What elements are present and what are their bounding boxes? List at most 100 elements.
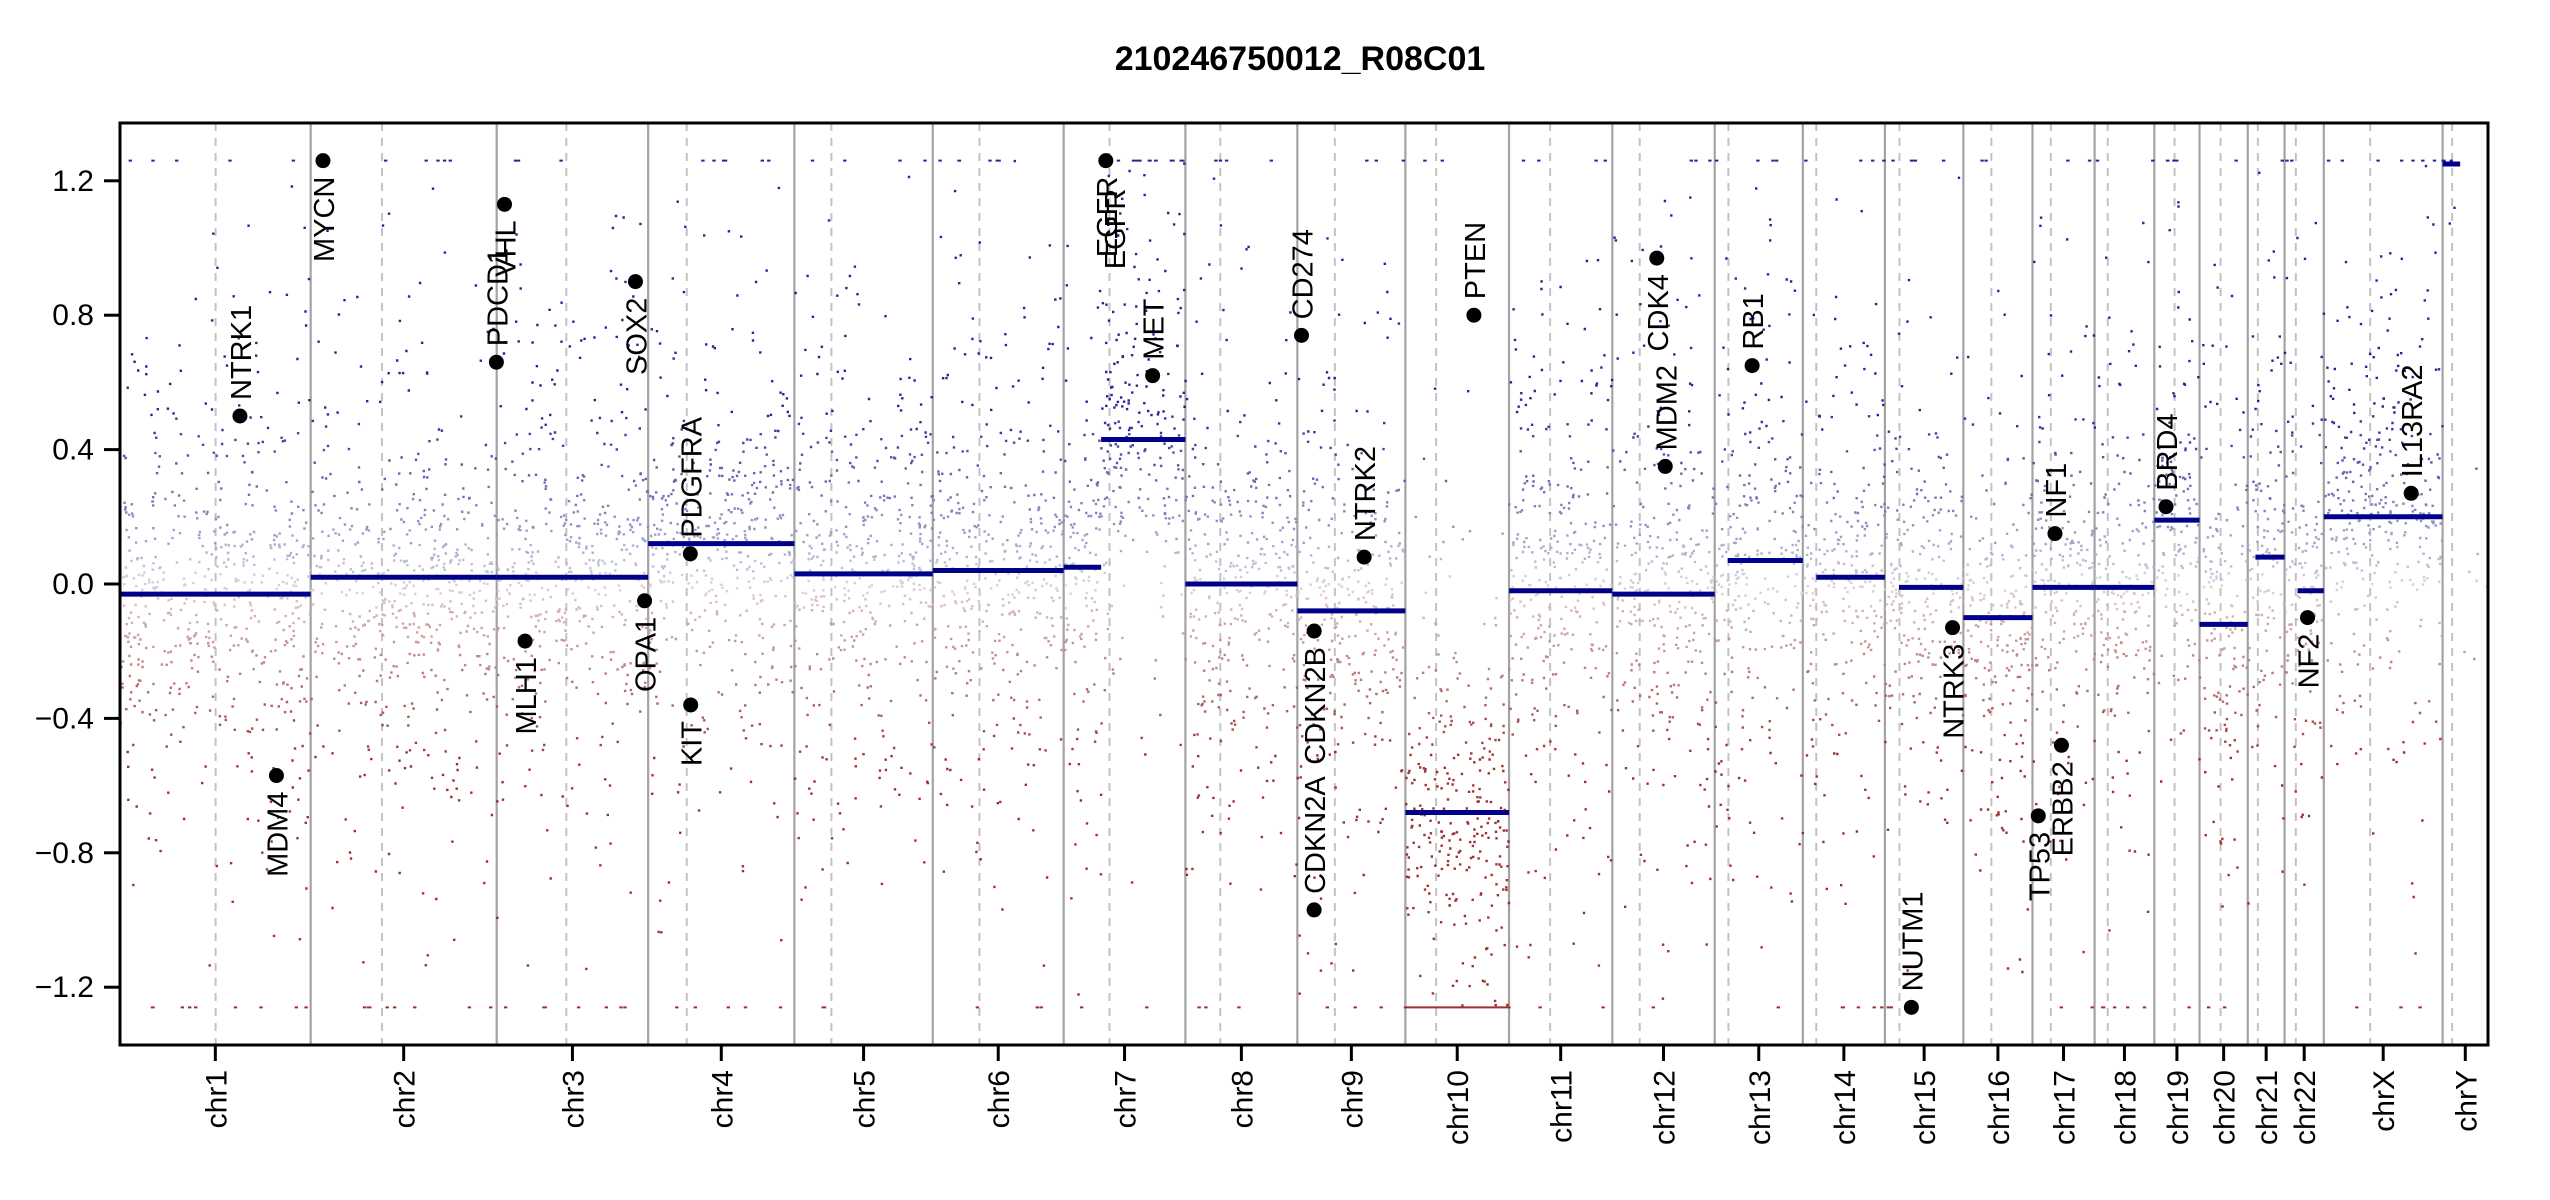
gene-label-EGFR: EGFR <box>1092 177 1124 258</box>
gene-dot-PTEN <box>1466 307 1482 323</box>
gene-label-MDM2: MDM2 <box>1651 365 1683 450</box>
gene-label-MDM4: MDM4 <box>262 792 294 877</box>
gene-dot-NTRK1 <box>232 408 248 424</box>
gene-label-NTRK2: NTRK2 <box>1350 446 1382 541</box>
gene-label-KIT: KIT <box>677 721 709 766</box>
gene-dot-IL13RA2 <box>2403 485 2419 501</box>
gene-label-NF2: NF2 <box>2294 634 2326 689</box>
gene-label-IL13RA2: IL13RA2 <box>2397 364 2429 477</box>
gene-dot-NUTM1 <box>1903 999 1919 1015</box>
gene-label-CDK4: CDK4 <box>1643 274 1675 351</box>
x-tick-label-chr6: chr6 <box>983 1070 1016 1128</box>
y-tick-label: 0.0 <box>52 568 94 601</box>
gene-label-CD274: CD274 <box>1287 229 1319 319</box>
x-tick-label-chr11: chr11 <box>1546 1070 1579 1143</box>
x-tick-label-chr18: chr18 <box>2109 1070 2142 1145</box>
gene-dot-SOX2 <box>627 274 643 290</box>
plot-title: 210246750012_R08C01 <box>1115 40 1486 78</box>
x-tick-label-chr1: chr1 <box>200 1070 233 1128</box>
axes: 1.2 0.8 0.4 0.0 −0.4 −0.8 −1.2 chr1 chr2 chr3 chr4… <box>35 121 2490 1145</box>
x-tick-label-chr3: chr3 <box>557 1070 590 1128</box>
scatter-point-cluster <box>123 582 2489 597</box>
scatter-point-cluster <box>155 465 2478 484</box>
x-tick-label-chr13: chr13 <box>1744 1070 1777 1145</box>
x-tick-label-chr12: chr12 <box>1649 1070 1682 1145</box>
gene-dot-MLH1 <box>517 633 533 649</box>
gene-dot-CDKN2B <box>1306 623 1322 639</box>
scatter-point-cluster <box>123 497 2434 516</box>
gene-label-NUTM1: NUTM1 <box>1897 891 1929 991</box>
scatter-point-cluster <box>125 700 2422 720</box>
x-tick-label-chr10: chr10 <box>1442 1070 1475 1145</box>
y-tick-label: 0.4 <box>52 434 94 467</box>
gene-dot-RB1 <box>1744 358 1760 374</box>
scatter-point-cluster <box>127 637 2466 655</box>
gene-dot-MET <box>1145 368 1161 384</box>
gene-label-PTEN: PTEN <box>1460 222 1492 299</box>
x-tick-label-chr21: chr21 <box>2251 1070 2284 1145</box>
gene-dot-PDCD1 <box>488 354 504 370</box>
gene-dot-TP53 <box>2030 808 2046 824</box>
gene-label-OPA1: OPA1 <box>631 617 663 692</box>
gene-label-MYCN: MYCN <box>309 177 341 262</box>
gene-label-MET: MET <box>1139 298 1171 360</box>
x-tick-label-chr22: chr22 <box>2289 1070 2322 1145</box>
x-tick-label-chr7: chr7 <box>1110 1070 1143 1128</box>
gene-dot-CDKN2A <box>1306 902 1322 918</box>
gene-dot-ERBB2 <box>2053 737 2069 753</box>
gene-dot-CD274 <box>1293 327 1309 343</box>
gene-dot-VHL <box>496 196 512 212</box>
x-tick-label-chr9: chr9 <box>1336 1070 1369 1128</box>
scatter-point-cluster <box>124 557 2471 574</box>
gene-label-CDKN2A: CDKN2A <box>1300 776 1332 894</box>
gene-label-MLH1: MLH1 <box>511 657 543 734</box>
x-tick-label-chr16: chr16 <box>1983 1070 2016 1145</box>
gene-label-PDGFRA: PDGFRA <box>676 416 708 538</box>
gene-label-NTRK3: NTRK3 <box>1939 644 1971 739</box>
x-tick-label-chr2: chr2 <box>389 1070 422 1128</box>
x-tick-label-chr15: chr15 <box>1909 1070 1942 1145</box>
gene-dot-PDGFRA <box>682 546 698 562</box>
gene-dot-NTRK2 <box>1356 549 1372 565</box>
scatter-point-cluster <box>152 481 2432 500</box>
y-tick-label: 1.2 <box>52 165 94 198</box>
scatter-point-cluster <box>122 571 2478 586</box>
gene-dot-NTRK3 <box>1945 620 1961 636</box>
x-tick-label-chrY: chrY <box>2450 1070 2483 1132</box>
gene-label-ERBB2: ERBB2 <box>2047 761 2079 856</box>
y-tick-label: 0.8 <box>52 299 94 332</box>
x-tick-label-chr14: chr14 <box>1829 1070 1862 1145</box>
x-tick-label-chrX: chrX <box>2368 1070 2401 1132</box>
scatter-point-cluster <box>121 684 2431 703</box>
gene-dot-KIT <box>683 697 699 713</box>
gene-dot-NF1 <box>2047 526 2063 542</box>
gene-dot-MDM4 <box>268 768 284 784</box>
scatter-point-cluster <box>119 608 2441 625</box>
x-tick-label-chr8: chr8 <box>1226 1070 1259 1128</box>
y-tick-label: −1.2 <box>35 971 94 1004</box>
gene-label-EGFR: EGFR <box>1100 189 1132 270</box>
scatter-point-cluster <box>121 668 2344 687</box>
gene-label-NF1: NF1 <box>2041 463 2073 518</box>
gene-label-CDKN2B: CDKN2B <box>1300 647 1332 765</box>
cnv-segments <box>120 161 2461 815</box>
scatter-points <box>118 159 2489 1009</box>
y-tick-label: −0.8 <box>35 837 94 870</box>
gene-label-VHL: VHL <box>490 220 522 276</box>
gene-dot-EGFR <box>1098 153 1114 169</box>
gene-label-NTRK1: NTRK1 <box>226 305 258 400</box>
gene-label-TP53: TP53 <box>2024 832 2056 901</box>
x-tick-label-chr17: chr17 <box>2049 1070 2082 1145</box>
scatter-point-cluster <box>119 717 2438 736</box>
gene-dot-OPA1 <box>637 593 653 609</box>
gene-label-SOX2: SOX2 <box>621 298 653 375</box>
y-tick-label: −0.4 <box>35 702 94 735</box>
gene-dot-CDK4 <box>1649 250 1665 266</box>
gene-dot-BRD4 <box>2158 499 2174 515</box>
grid-lines <box>214 123 2454 1045</box>
gene-dot-MYCN <box>315 153 331 169</box>
gene-label-RB1: RB1 <box>1738 293 1770 349</box>
scatter-point-cluster <box>123 594 2399 611</box>
